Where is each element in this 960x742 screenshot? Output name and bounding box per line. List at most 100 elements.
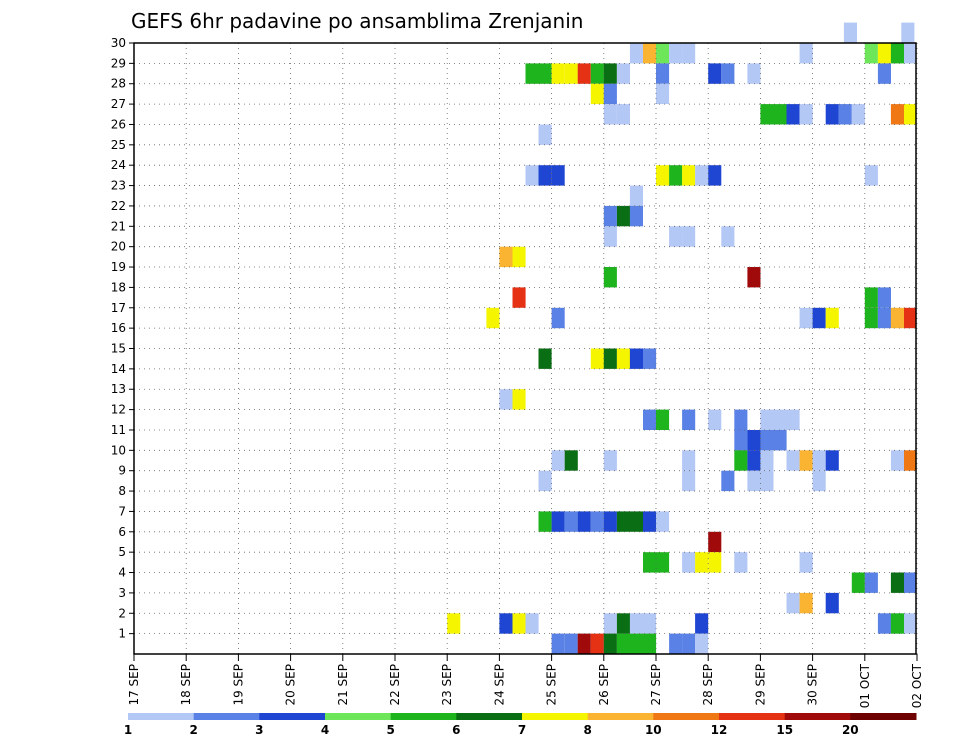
precip-cell xyxy=(695,613,709,634)
precip-cell xyxy=(864,307,878,329)
precip-cell xyxy=(877,307,891,329)
precip-cell xyxy=(825,104,839,125)
precip-cell xyxy=(864,572,878,593)
y-tick-label: 27 xyxy=(111,97,126,111)
y-axis: 1234567891011121314151617181920212223242… xyxy=(111,36,134,641)
y-tick-label: 18 xyxy=(111,280,126,294)
precip-cell xyxy=(877,613,891,634)
y-tick-label: 9 xyxy=(118,464,126,478)
y-tick-label: 23 xyxy=(111,179,126,193)
legend-swatch xyxy=(456,713,523,720)
precip-cell xyxy=(760,409,774,430)
precip-cell xyxy=(616,633,630,654)
y-tick-label: 14 xyxy=(111,362,126,376)
precip-cell xyxy=(838,104,852,125)
precip-cell xyxy=(786,104,800,125)
precip-cell xyxy=(864,287,878,308)
precip-cell xyxy=(695,165,709,186)
legend-label: 2 xyxy=(190,723,198,737)
precip-cell xyxy=(682,409,696,430)
cells-layer xyxy=(447,22,916,654)
precip-cell xyxy=(603,267,617,288)
precip-cell xyxy=(773,104,787,125)
precip-cell xyxy=(890,307,904,329)
legend-label: 3 xyxy=(255,723,263,737)
precip-cell xyxy=(812,470,826,492)
precip-cell xyxy=(603,450,617,471)
precip-cell xyxy=(564,511,578,532)
y-tick-label: 5 xyxy=(118,545,126,559)
precip-cell xyxy=(499,613,513,634)
y-tick-label: 11 xyxy=(111,423,126,437)
precip-cell xyxy=(734,552,748,573)
precip-cell xyxy=(538,63,552,84)
precip-cell xyxy=(669,43,683,64)
y-tick-label: 7 xyxy=(118,504,126,518)
precip-cell xyxy=(734,450,748,471)
precip-cell xyxy=(682,450,696,471)
legend-swatch xyxy=(259,713,326,720)
precip-cell xyxy=(629,348,643,369)
precip-cell xyxy=(786,450,800,471)
precip-cell xyxy=(603,633,617,654)
precip-cell xyxy=(551,450,565,471)
y-tick-label: 6 xyxy=(118,525,126,539)
precip-cell xyxy=(551,63,565,84)
precip-cell xyxy=(590,83,604,105)
precip-cell xyxy=(643,409,657,430)
precip-cell xyxy=(851,104,865,125)
precip-cell xyxy=(629,511,643,532)
y-tick-label: 10 xyxy=(111,443,126,457)
precip-cell xyxy=(682,165,696,186)
legend-label: 10 xyxy=(645,723,662,737)
precip-cell xyxy=(551,511,565,532)
precip-cell xyxy=(656,63,670,84)
precip-cell xyxy=(486,307,500,329)
precip-cell xyxy=(904,307,916,329)
precip-cell xyxy=(590,633,604,654)
precip-cell xyxy=(577,633,591,654)
precip-cell xyxy=(890,450,904,471)
precip-cell xyxy=(708,531,722,553)
x-tick-label: 18 SEP xyxy=(179,664,193,706)
precip-cell xyxy=(616,511,630,532)
precip-cell xyxy=(760,430,774,451)
precip-cell xyxy=(904,104,916,125)
precip-cell xyxy=(904,613,916,634)
precip-cell xyxy=(890,572,904,593)
precip-cell xyxy=(773,409,787,430)
precip-cell xyxy=(708,165,722,186)
precip-cell xyxy=(538,348,552,369)
precip-cell xyxy=(799,104,813,125)
precip-cell xyxy=(643,43,657,64)
precip-cell xyxy=(747,430,761,451)
precip-cell xyxy=(708,552,722,573)
y-tick-label: 17 xyxy=(111,301,126,315)
legend-swatch xyxy=(390,713,457,720)
precip-cell xyxy=(864,43,878,64)
x-tick-label: 30 SEP xyxy=(806,664,820,706)
precip-cell xyxy=(708,409,722,430)
precip-cell xyxy=(512,389,526,410)
y-tick-label: 12 xyxy=(111,403,126,417)
precip-cell xyxy=(843,22,857,43)
x-tick-label: 21 SEP xyxy=(336,664,350,706)
precip-cell xyxy=(499,389,513,410)
precip-cell xyxy=(760,104,774,125)
precip-cell xyxy=(721,63,735,84)
precip-cell xyxy=(799,307,813,329)
precip-cell xyxy=(643,511,657,532)
precip-cell xyxy=(786,592,800,614)
precip-cell xyxy=(564,450,578,471)
y-tick-label: 16 xyxy=(111,321,126,335)
legend-label: 7 xyxy=(518,723,526,737)
precip-cell xyxy=(603,511,617,532)
precip-cell xyxy=(564,63,578,84)
y-tick-label: 1 xyxy=(118,627,126,641)
precip-cell xyxy=(525,165,539,186)
precip-cell xyxy=(864,165,878,186)
precip-cell xyxy=(890,104,904,125)
x-tick-label: 25 SEP xyxy=(545,664,559,706)
y-tick-label: 8 xyxy=(118,484,126,498)
precip-cell xyxy=(799,450,813,471)
